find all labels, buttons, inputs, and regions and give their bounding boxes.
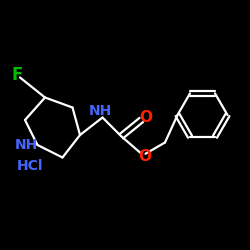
Text: NH: NH bbox=[89, 104, 112, 118]
Text: F: F bbox=[12, 66, 23, 84]
Text: NH: NH bbox=[14, 138, 38, 152]
Text: HCl: HCl bbox=[17, 159, 43, 173]
Text: O: O bbox=[139, 110, 152, 125]
Text: O: O bbox=[138, 149, 151, 164]
